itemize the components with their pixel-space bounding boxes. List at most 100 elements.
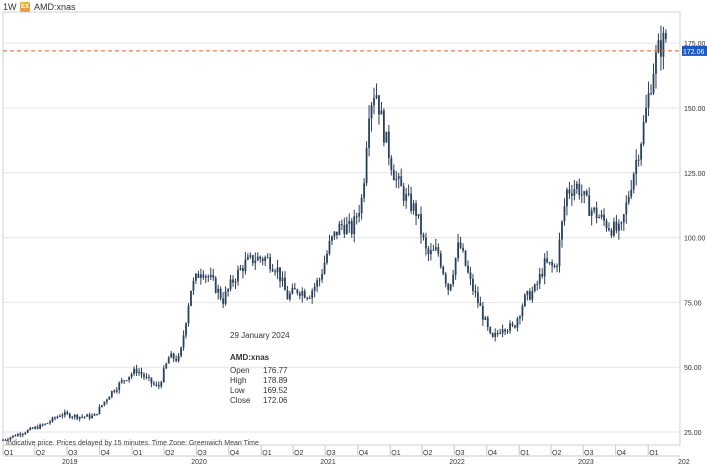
candle: [548, 261, 551, 265]
candle-body: [501, 329, 504, 334]
candle-body: [2, 439, 4, 441]
candle-body: [664, 32, 667, 40]
candle-body: [229, 279, 232, 290]
candle: [125, 379, 128, 382]
candle-body: [397, 176, 400, 179]
candle-body: [387, 131, 390, 158]
candle-body: [76, 414, 79, 419]
candle-body: [573, 189, 576, 196]
quarter-label: Q2: [36, 450, 45, 457]
candle-body: [410, 193, 413, 211]
candle: [135, 364, 138, 376]
candle: [197, 270, 200, 279]
candle: [58, 413, 61, 418]
candle-body: [170, 353, 173, 358]
candle: [234, 278, 237, 289]
candle-body: [467, 265, 469, 273]
tooltip-open-value: 176.77: [263, 366, 288, 375]
quarter-label: Q2: [423, 450, 432, 457]
candle-body: [26, 429, 29, 433]
candle: [167, 356, 170, 364]
symbol-label[interactable]: AMD:xnas: [34, 2, 76, 12]
candle: [622, 213, 625, 232]
candle: [105, 398, 108, 405]
candle-body: [360, 197, 363, 214]
candle-body: [489, 327, 492, 334]
candle: [172, 352, 175, 363]
candle-body: [128, 376, 131, 381]
candle-body: [523, 294, 526, 307]
candle: [467, 260, 469, 274]
candle-body: [145, 376, 148, 378]
candle-body: [553, 265, 556, 268]
candle-body: [234, 281, 237, 283]
candle: [531, 286, 534, 303]
candle-body: [227, 289, 229, 292]
quarter-label: Q4: [100, 450, 109, 457]
tooltip-close-label: Close: [230, 396, 251, 405]
candle-body: [195, 273, 197, 281]
candle: [575, 181, 578, 194]
candle: [227, 288, 229, 297]
candle-body: [328, 240, 331, 254]
candle-body: [578, 183, 581, 196]
candle-body: [36, 426, 39, 429]
candle-body: [214, 277, 217, 293]
candle: [447, 282, 450, 296]
candle-body: [39, 424, 42, 429]
candle-body: [543, 258, 546, 277]
candle: [368, 105, 370, 157]
candle-body: [345, 224, 348, 234]
y-tick-label: 175.00: [684, 41, 706, 48]
candle: [469, 266, 472, 286]
candle-body: [323, 262, 326, 274]
candle: [133, 366, 135, 376]
candle: [494, 328, 497, 342]
y-tick-label: 100.00: [684, 236, 706, 243]
candle: [610, 228, 613, 239]
candle: [536, 280, 539, 291]
candle-body: [296, 289, 299, 294]
interval-label[interactable]: 1W: [3, 2, 17, 12]
candle-body: [63, 412, 66, 416]
candle: [269, 253, 272, 273]
candle: [486, 315, 489, 331]
candle-body: [533, 284, 536, 292]
candle: [375, 83, 378, 100]
candle-body: [177, 355, 180, 361]
candle-body: [105, 399, 108, 402]
candle-body: [155, 384, 158, 386]
quarter-label: Q1: [520, 450, 529, 457]
candle: [647, 81, 650, 116]
candle-body: [640, 143, 643, 160]
candle: [573, 180, 576, 201]
candle: [340, 219, 343, 231]
candle-body: [91, 415, 93, 419]
candle: [479, 296, 482, 307]
candle-body: [261, 258, 264, 262]
candle: [145, 373, 148, 380]
candle-body: [432, 249, 435, 251]
candle: [2, 438, 4, 441]
candle: [472, 274, 474, 296]
candle: [286, 285, 289, 300]
candle-body: [78, 416, 81, 419]
candle-body: [355, 216, 358, 218]
candle-body: [439, 253, 442, 267]
candle: [311, 288, 314, 304]
candle-body: [138, 371, 140, 373]
candle-body: [479, 303, 482, 307]
chart-grid: [2, 11, 681, 446]
candle: [422, 232, 425, 241]
candle-body: [244, 259, 247, 271]
candle: [274, 268, 276, 276]
candle-body: [548, 262, 551, 264]
candle-body: [437, 247, 440, 254]
candle: [603, 208, 605, 227]
candle-body: [54, 417, 56, 419]
candle-body: [657, 40, 660, 53]
candle-body: [538, 273, 541, 284]
candle-body: [590, 210, 593, 216]
candle: [308, 295, 311, 299]
candle-body: [157, 384, 160, 387]
